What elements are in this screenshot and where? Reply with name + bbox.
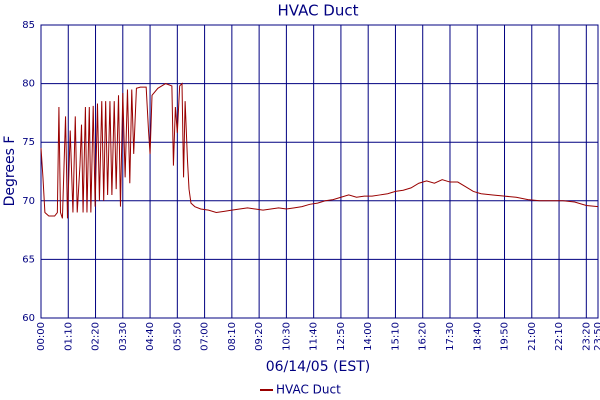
x-tick-label: 18:40 (472, 322, 483, 351)
x-tick-label: 04:40 (145, 322, 156, 351)
legend-label: HVAC Duct (276, 383, 341, 397)
x-tick-label: 11:40 (309, 322, 320, 351)
y-axis-label: Degrees F (2, 136, 18, 207)
x-tick-label: 16:20 (418, 322, 429, 351)
x-tick-label: 21:00 (527, 322, 538, 351)
x-tick-label: 17:30 (445, 322, 456, 351)
y-tick-label: 75 (22, 137, 35, 148)
chart-title: HVAC Duct (277, 2, 358, 20)
x-tick-label: 22:10 (554, 322, 565, 351)
x-tick-label: 07:00 (200, 322, 211, 351)
x-tick-label: 02:20 (91, 322, 102, 351)
x-tick-label: 19:50 (500, 322, 511, 351)
x-axis-label: 06/14/05 (EST) (266, 359, 371, 375)
x-tick-label: 00:00 (36, 322, 47, 351)
x-tick-label: 15:10 (390, 322, 401, 351)
y-tick-label: 70 (22, 196, 35, 207)
y-tick-label: 60 (22, 313, 35, 324)
x-tick-label: 08:10 (227, 322, 238, 351)
x-tick-label: 23:50 (593, 322, 600, 351)
x-tick-label: 23:20 (581, 322, 592, 351)
x-tick-label: 05:50 (172, 322, 183, 351)
y-tick-label: 85 (22, 20, 35, 31)
data-line (40, 82, 599, 219)
x-tick-label: 10:30 (281, 322, 292, 351)
x-tick-label: 14:00 (363, 322, 374, 351)
y-tick-label: 80 (22, 79, 35, 90)
x-tick-label: 09:20 (254, 322, 265, 351)
x-tick-label: 01:10 (63, 322, 74, 351)
x-tick-label: 03:30 (118, 322, 129, 351)
y-tick-label: 65 (22, 254, 35, 265)
x-tick-label: 12:50 (336, 322, 347, 351)
